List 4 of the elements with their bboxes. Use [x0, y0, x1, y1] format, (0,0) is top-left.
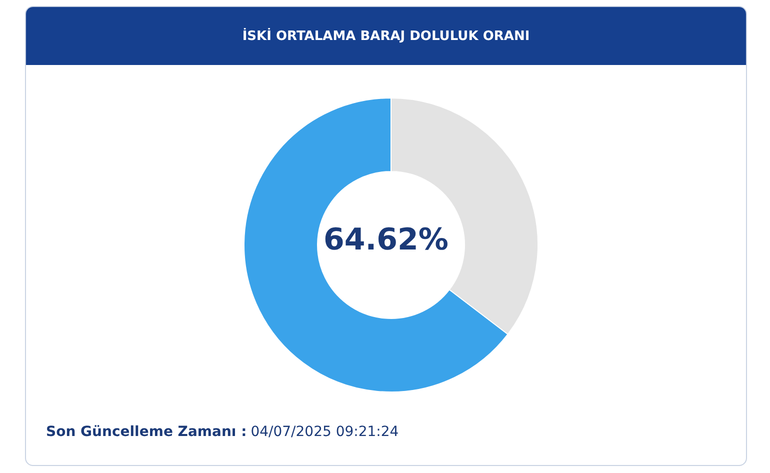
text: Son Güncelleme Zamanı :: [46, 424, 247, 440]
text: 04/07/2025 09:21:24: [250, 424, 399, 440]
data-label: 64.62%: [324, 222, 448, 258]
chart-title: İSKİ ORTALAMA BARAJ DOLULUK ORANI: [26, 7, 746, 65]
